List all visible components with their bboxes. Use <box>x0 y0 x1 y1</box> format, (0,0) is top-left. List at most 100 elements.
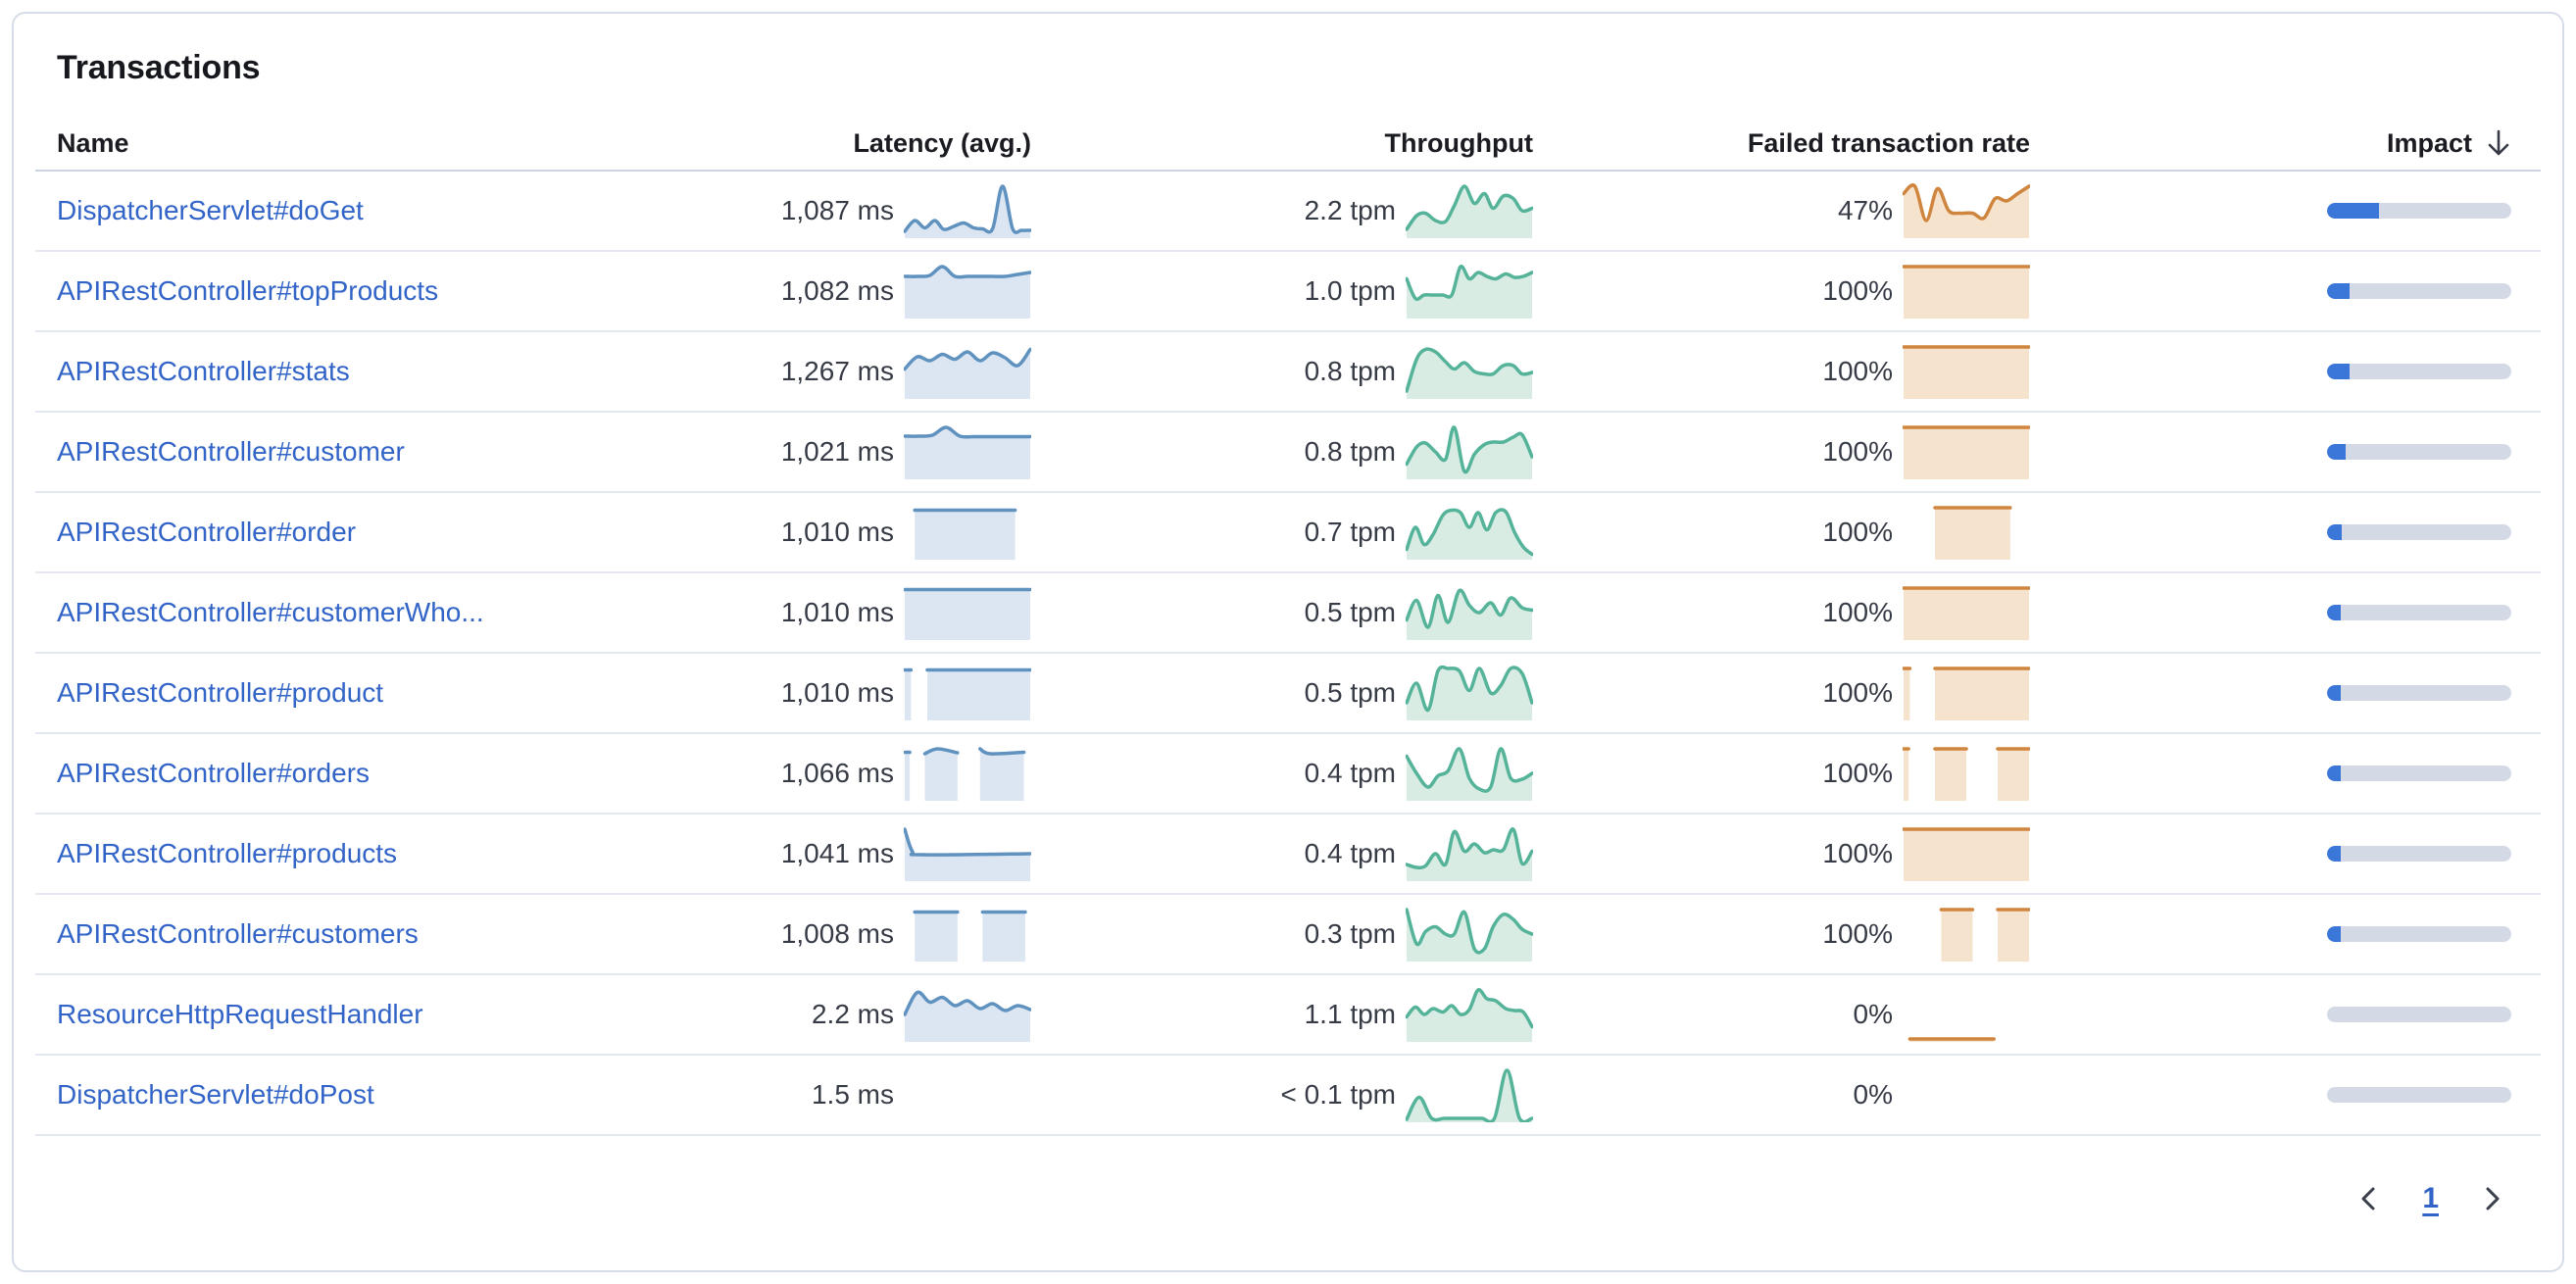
failed-rate-sparkline-box <box>1903 746 2030 801</box>
throughput-sparkline <box>1406 347 1533 399</box>
failed-rate-value: 0% <box>1853 1079 1893 1110</box>
transaction-link[interactable]: APIRestController#stats <box>57 356 350 386</box>
throughput-cell: 0.8 tpm <box>1031 344 1533 399</box>
transactions-panel: Transactions Name Latency (avg.) Through… <box>12 12 2564 1272</box>
impact-bar-fill <box>2327 685 2341 701</box>
latency-sparkline <box>904 265 1031 319</box>
latency-sparkline-box <box>904 746 1031 801</box>
table-row: APIRestController#orders 1,066 ms 0.4 tpm 1… <box>35 734 2541 815</box>
failed-rate-sparkline-box <box>1903 505 2030 560</box>
table-row: APIRestController#product 1,010 ms 0.5 tpm… <box>35 654 2541 734</box>
transaction-link[interactable]: DispatcherServlet#doGet <box>57 195 364 225</box>
latency-sparkline <box>904 827 1031 881</box>
page-number[interactable]: 1 <box>2422 1182 2439 1214</box>
impact-bar-fill <box>2327 846 2341 862</box>
chevron-left-icon[interactable] <box>2353 1182 2383 1215</box>
column-header-failed-rate[interactable]: Failed transaction rate <box>1747 127 2030 158</box>
failed-rate-sparkline <box>1903 345 2030 399</box>
failed-rate-sparkline <box>1903 265 2030 319</box>
column-header-name[interactable]: Name <box>57 127 129 158</box>
impact-bar-fill <box>2327 605 2341 620</box>
latency-sparkline <box>904 667 1031 720</box>
failed-rate-sparkline <box>1903 586 2030 640</box>
transaction-link[interactable]: ResourceHttpRequestHandler <box>57 999 423 1029</box>
latency-sparkline-box <box>904 1067 1031 1122</box>
transaction-link[interactable]: APIRestController#order <box>57 517 357 547</box>
latency-sparkline <box>904 747 1026 801</box>
impact-bar <box>2327 765 2511 781</box>
impact-cell <box>2030 765 2523 781</box>
impact-bar-fill <box>2327 765 2341 781</box>
transaction-link[interactable]: APIRestController#product <box>57 677 384 708</box>
failed-rate-sparkline <box>1903 827 2030 881</box>
transaction-link[interactable]: APIRestController#products <box>57 838 398 868</box>
transaction-link[interactable]: APIRestController#customers <box>57 918 419 949</box>
latency-value: 1,021 ms <box>780 436 894 467</box>
failed-cell: 0% <box>1533 987 2030 1042</box>
throughput-sparkline-box <box>1406 585 1533 640</box>
failed-rate-sparkline-box <box>1903 424 2030 479</box>
latency-value: 1,008 ms <box>780 918 894 949</box>
throughput-value: 1.1 tpm <box>1304 999 1396 1029</box>
failed-rate-sparkline-box <box>1903 585 2030 640</box>
throughput-cell: 0.4 tpm <box>1031 746 1533 801</box>
table-row: APIRestController#stats 1,267 ms 0.8 tpm 10… <box>35 332 2541 413</box>
throughput-value: 0.4 tpm <box>1304 758 1396 788</box>
table-row: APIRestController#customer 1,021 ms 0.8 tp… <box>35 413 2541 493</box>
latency-value: 2.2 ms <box>811 999 894 1029</box>
latency-sparkline <box>904 184 1031 238</box>
impact-bar-fill <box>2327 524 2343 540</box>
latency-sparkline-box <box>904 344 1031 399</box>
failed-cell: 100% <box>1533 344 2030 399</box>
failed-rate-sparkline-box <box>1903 183 2030 238</box>
throughput-cell: 0.5 tpm <box>1031 585 1533 640</box>
transaction-link[interactable]: APIRestController#customerWho... <box>57 597 484 627</box>
impact-bar <box>2327 283 2511 299</box>
failed-rate-sparkline-box <box>1903 987 2030 1042</box>
impact-cell <box>2030 605 2523 620</box>
latency-sparkline-box <box>904 666 1031 720</box>
name-cell: APIRestController#customer <box>57 436 743 468</box>
column-header-impact[interactable]: Impact <box>2030 128 2523 159</box>
failed-rate-sparkline-box <box>1903 344 2030 399</box>
throughput-sparkline <box>1406 988 1533 1042</box>
name-cell: ResourceHttpRequestHandler <box>57 999 743 1030</box>
column-header-throughput[interactable]: Throughput <box>1384 127 1533 158</box>
failed-rate-sparkline-box <box>1903 907 2030 962</box>
throughput-sparkline <box>1406 827 1533 881</box>
failed-cell: 100% <box>1533 907 2030 962</box>
impact-bar <box>2327 1007 2511 1022</box>
latency-cell: 2.2 ms <box>743 987 1031 1042</box>
transaction-link[interactable]: APIRestController#customer <box>57 436 405 467</box>
impact-bar <box>2327 926 2511 942</box>
failed-rate-sparkline <box>1903 667 2030 720</box>
name-cell: APIRestController#customers <box>57 918 743 950</box>
throughput-value: 1.0 tpm <box>1304 275 1396 306</box>
name-cell: APIRestController#products <box>57 838 743 869</box>
latency-sparkline <box>904 990 1031 1042</box>
latency-sparkline <box>913 508 1017 560</box>
throughput-cell: 0.3 tpm <box>1031 907 1533 962</box>
failed-cell: 100% <box>1533 505 2030 560</box>
transaction-link[interactable]: APIRestController#topProducts <box>57 275 439 306</box>
latency-sparkline <box>904 587 1031 640</box>
panel-title: Transactions <box>57 49 261 86</box>
failed-rate-sparkline-box <box>1903 1067 2030 1122</box>
impact-bar-fill <box>2327 203 2379 219</box>
column-header-latency[interactable]: Latency (avg.) <box>853 127 1031 158</box>
latency-value: 1,082 ms <box>780 275 894 306</box>
transaction-link[interactable]: APIRestController#orders <box>57 758 371 788</box>
throughput-sparkline-box <box>1406 666 1533 720</box>
throughput-sparkline <box>1406 184 1533 238</box>
chevron-right-icon[interactable] <box>2478 1182 2507 1215</box>
latency-value: 1.5 ms <box>811 1079 894 1110</box>
throughput-sparkline-box <box>1406 907 1533 962</box>
failed-cell: 100% <box>1533 264 2030 319</box>
throughput-sparkline <box>1406 666 1533 720</box>
failed-rate-sparkline <box>1903 747 2030 801</box>
latency-sparkline-box <box>904 987 1031 1042</box>
failed-rate-sparkline <box>1903 425 2030 479</box>
failed-rate-value: 100% <box>1822 275 1893 306</box>
table-row: ResourceHttpRequestHandler 2.2 ms 1.1 tpm 0… <box>35 975 2541 1056</box>
transaction-link[interactable]: DispatcherServlet#doPost <box>57 1079 374 1110</box>
